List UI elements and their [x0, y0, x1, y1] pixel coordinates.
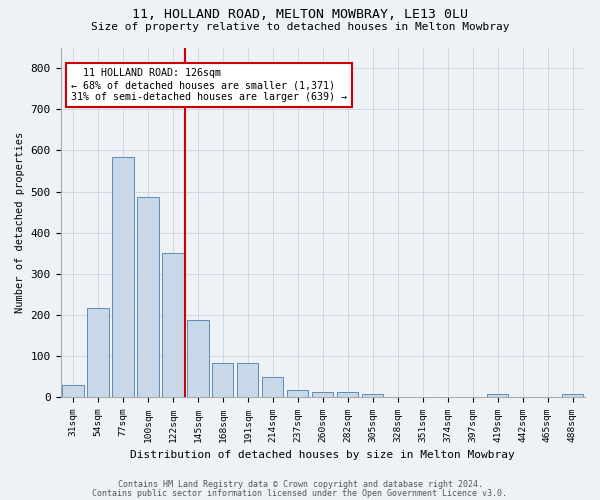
Text: Contains public sector information licensed under the Open Government Licence v3: Contains public sector information licen… [92, 488, 508, 498]
Text: 11 HOLLAND ROAD: 126sqm
← 68% of detached houses are smaller (1,371)
31% of semi: 11 HOLLAND ROAD: 126sqm ← 68% of detache… [71, 68, 347, 102]
Bar [137, 196, 158, 398]
Bar [562, 394, 583, 398]
Bar [88, 308, 109, 398]
Bar [262, 377, 283, 398]
Bar [312, 392, 334, 398]
Bar [62, 385, 83, 398]
Text: 11, HOLLAND ROAD, MELTON MOWBRAY, LE13 0LU: 11, HOLLAND ROAD, MELTON MOWBRAY, LE13 0… [132, 8, 468, 20]
Bar [163, 254, 184, 398]
Bar [287, 390, 308, 398]
Bar [212, 364, 233, 398]
Text: Contains HM Land Registry data © Crown copyright and database right 2024.: Contains HM Land Registry data © Crown c… [118, 480, 482, 489]
Bar [337, 392, 358, 398]
Bar [187, 320, 209, 398]
Bar [362, 394, 383, 398]
Bar [112, 156, 134, 398]
Text: Size of property relative to detached houses in Melton Mowbray: Size of property relative to detached ho… [91, 22, 509, 32]
Bar [237, 364, 259, 398]
X-axis label: Distribution of detached houses by size in Melton Mowbray: Distribution of detached houses by size … [130, 450, 515, 460]
Y-axis label: Number of detached properties: Number of detached properties [15, 132, 25, 313]
Bar [487, 394, 508, 398]
